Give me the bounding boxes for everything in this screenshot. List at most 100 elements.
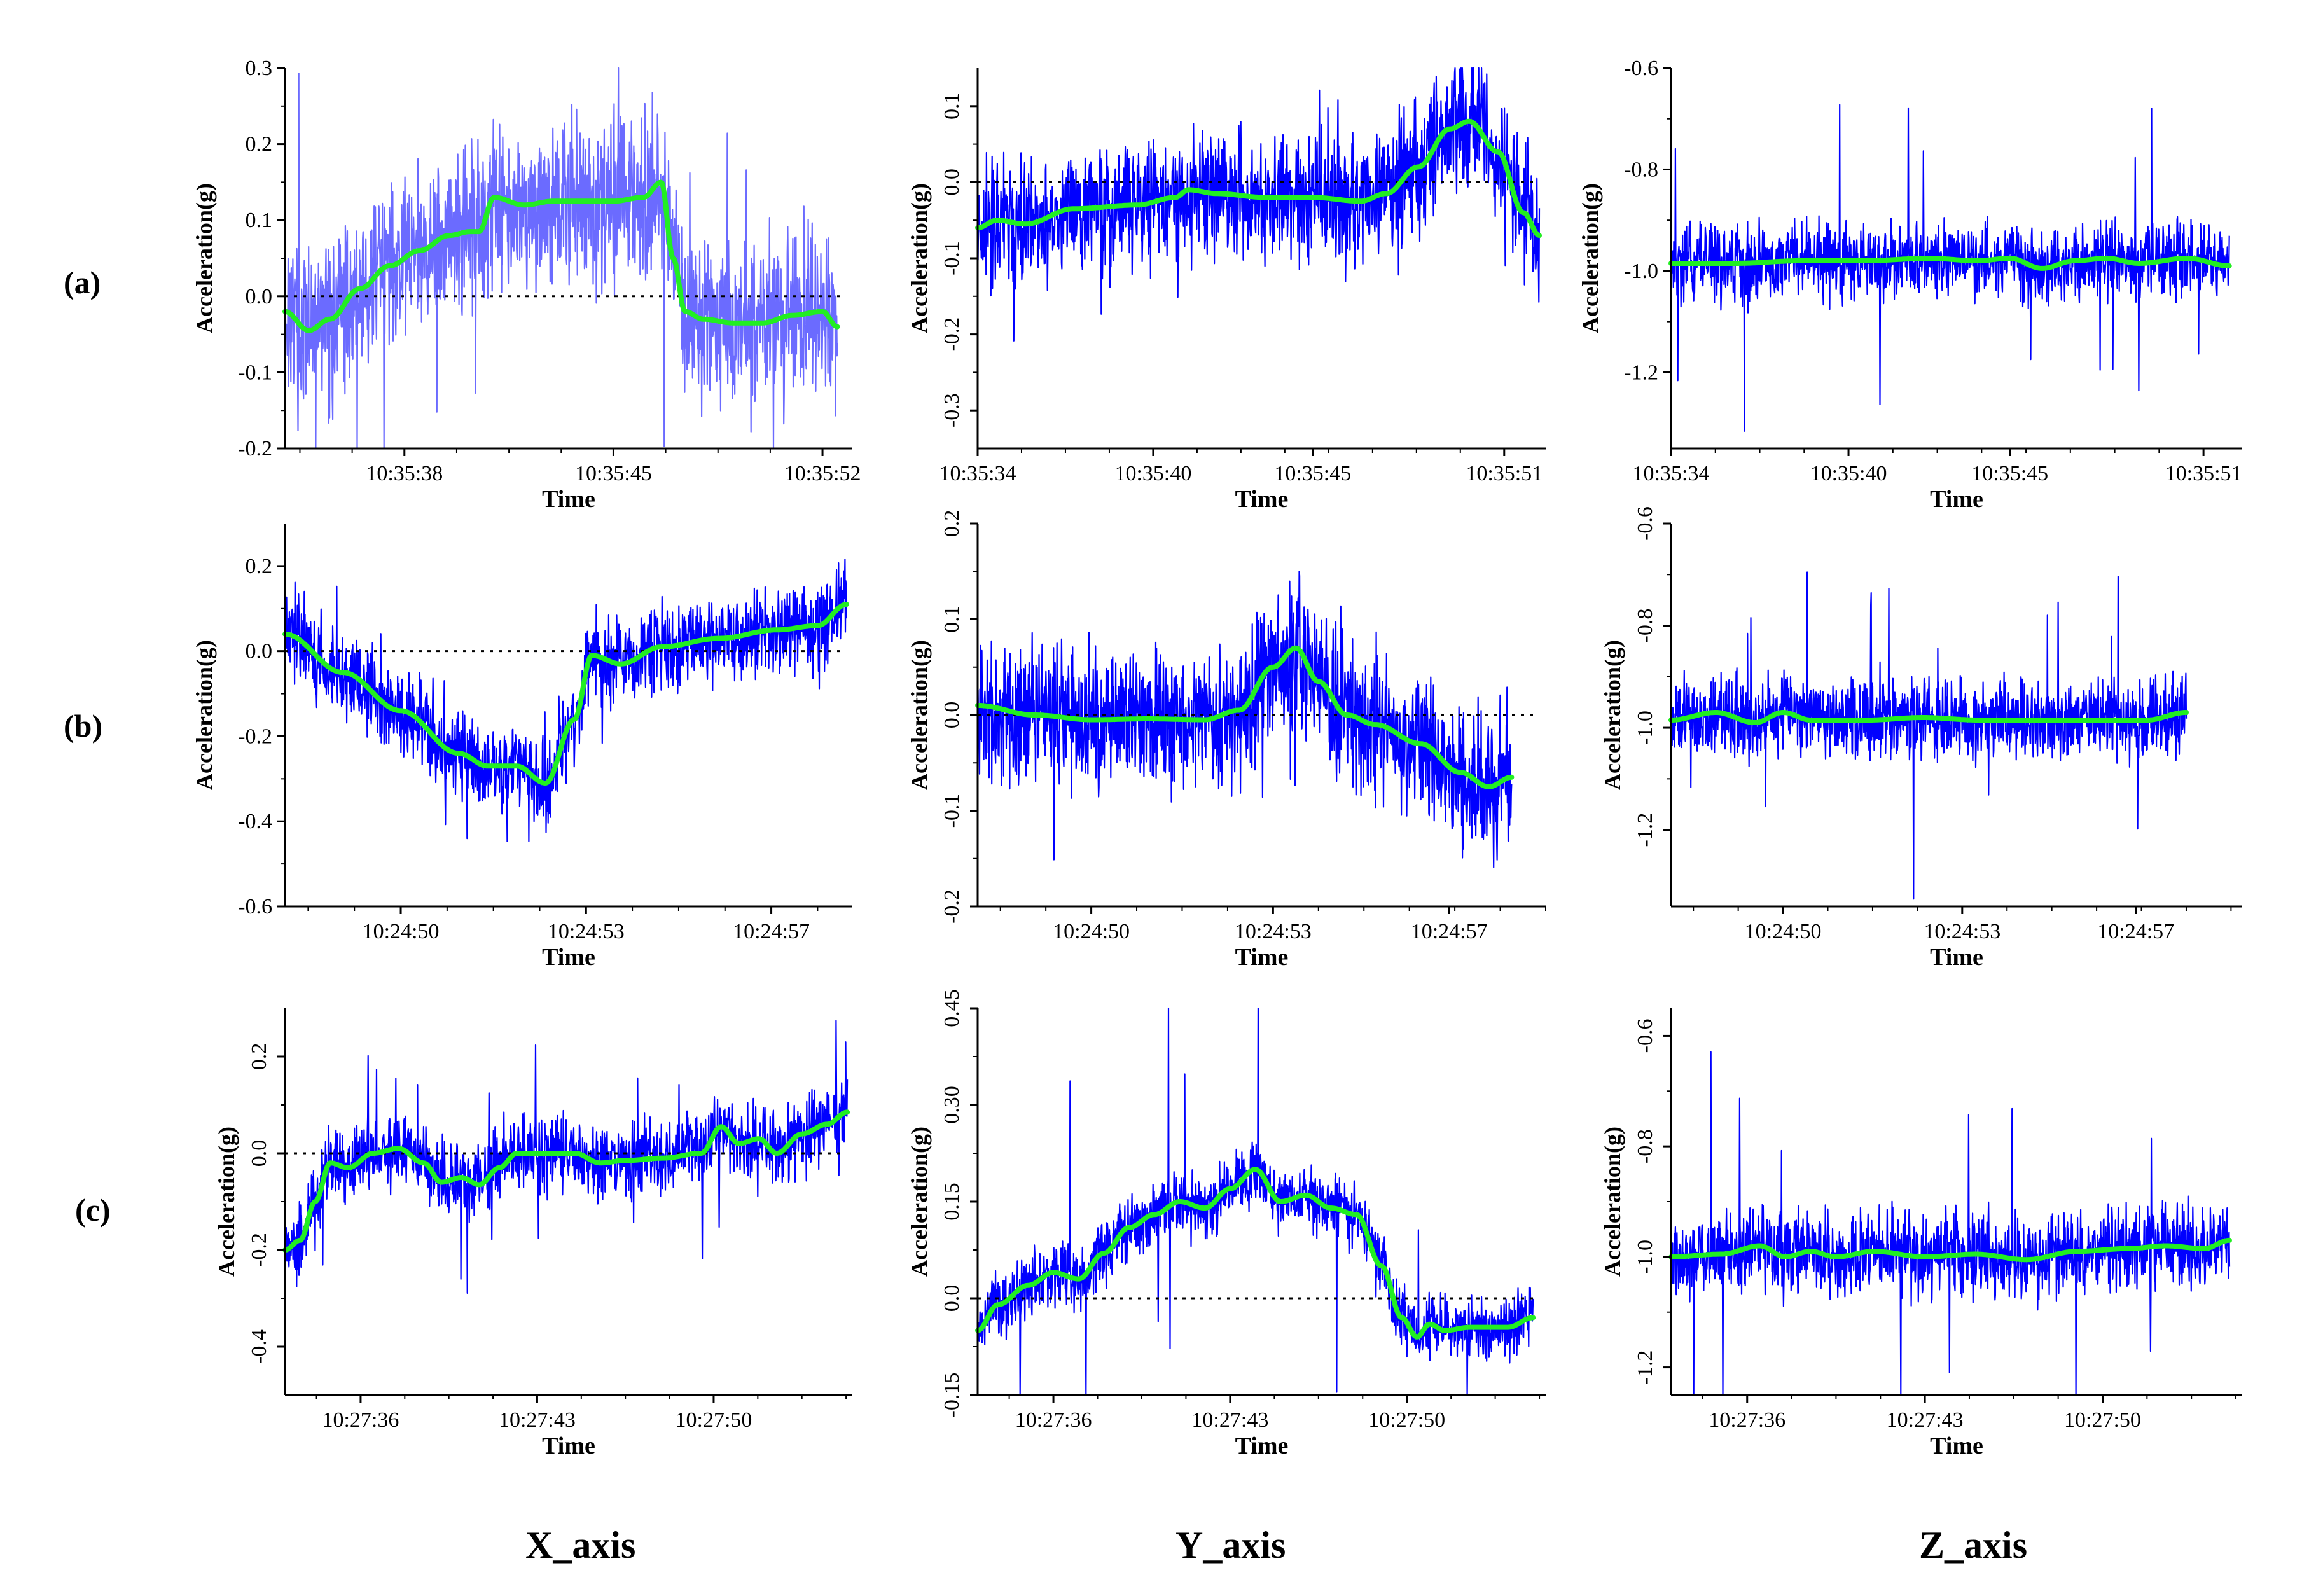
x-tick-label: 10:24:53 [548,920,625,943]
y-tick-label: -0.6 [1624,57,1658,80]
raw-signal-line [284,67,838,450]
x-axis-title: Time [542,486,595,513]
y-tick-label: -0.4 [247,1329,271,1364]
y-tick-label: 0.1 [940,606,964,633]
row-label-b: (b) [64,708,103,744]
y-tick-label: -0.15 [940,1373,964,1418]
x-tick-label: 10:24:53 [1924,920,2000,943]
x-tick-label: 10:27:50 [676,1408,752,1432]
x-axis-title: Time [542,1433,595,1459]
smoothed-trend-line [282,1109,850,1253]
panel-c-z-axis: -1.2 -1.0 -0.8 -0.6 10:27:36 10:27:43 10:27:50… [1600,1008,2242,1459]
x-axis-title: Time [1235,944,1289,971]
panel-b-z-axis: -1.2 -1.0 -0.8 -0.6 10:24:50 10:24:53 10:24:57… [1600,506,2242,971]
y-tick-label: 0.0 [246,640,273,663]
raw-signal-line [284,1020,849,1294]
x-axis-title: Time [1930,486,1983,513]
x-tick-label: 10:24:57 [733,920,810,943]
y-tick-label: 0.0 [940,702,964,729]
raw-signal-line [1670,1051,2231,1396]
y-axis-title: Acceleration(g) [214,1127,239,1277]
x-axis-title: Time [1235,486,1289,513]
y-tick-label: -0.1 [940,794,964,828]
raw-signal-line [284,559,847,842]
y-tick-label: -1.2 [1633,1350,1657,1385]
y-tick-label: 0.2 [246,133,273,156]
y-axis-title: Acceleration(g) [906,183,932,333]
y-axis-title: Acceleration(g) [1600,640,1625,790]
x-tick-label: 10:35:38 [366,462,443,485]
smoothed-trend-line [975,645,1515,789]
row-label-a: (a) [64,265,101,300]
y-tick-label: 0.45 [940,989,964,1027]
y-tick-label: -1.0 [1624,260,1658,283]
x-tick-label: 10:35:51 [2165,462,2242,485]
smoothed-trend-line [1668,256,2232,271]
raw-signal-line [976,571,1513,868]
raw-signal-line [1670,571,2188,900]
y-axis-title: Acceleration(g) [1577,183,1603,333]
x-tick-label: 10:27:36 [322,1408,399,1432]
y-tick-label: -1.2 [1633,813,1657,847]
y-axis-title: Acceleration(g) [1600,1127,1625,1277]
x-tick-label: 10:24:57 [1411,920,1488,943]
x-tick-label: 10:24:57 [2097,920,2174,943]
x-axis-title: Time [1930,944,1983,971]
y-tick-label: 0.2 [247,1043,271,1071]
column-label-x-axis: X_axis [525,1524,636,1566]
y-tick-label: -0.2 [247,1233,271,1267]
y-axis-title: Acceleration(g) [191,183,217,333]
x-tick-label: 10:27:43 [499,1408,576,1432]
x-axis-title: Time [1235,1433,1289,1459]
smoothed-trend-line [975,118,1542,239]
raw-signal-line [1670,104,2230,432]
y-tick-label: 0.1 [246,209,273,232]
y-tick-label: -0.8 [1624,158,1658,181]
x-tick-label: 10:35:40 [1810,462,1887,485]
panel-b-x-axis: -0.6 -0.4 -0.2 0.0 0.2 10:24:50 10:24:53 10:24:… [191,524,852,971]
x-tick-label: 10:27:43 [1887,1408,1964,1432]
panel-c-x-axis: -0.4 -0.2 0.0 0.2 10:27:36 10:27:43 10:27:50 Ti… [214,1008,852,1459]
column-label-y-axis: Y_axis [1175,1524,1286,1566]
x-tick-label: 10:35:34 [940,462,1016,485]
x-axis-title: Time [1930,1433,1983,1459]
y-tick-label: 0.0 [940,169,964,196]
y-tick-label: -1.2 [1624,361,1658,384]
x-axis-title: Time [542,944,595,971]
x-tick-label: 10:27:36 [1015,1408,1092,1432]
x-tick-label: 10:24:50 [363,920,440,943]
smoothed-trend-line [975,1167,1536,1340]
x-tick-label: 10:24:53 [1235,920,1312,943]
y-tick-label: -0.1 [238,361,272,384]
y-tick-label: -1.0 [1633,711,1657,745]
y-tick-label: 0.2 [940,510,964,538]
y-tick-label: -0.1 [940,241,964,275]
x-tick-label: 10:27:50 [2064,1408,2141,1432]
x-tick-label: 10:35:45 [575,462,652,485]
x-tick-label: 10:35:34 [1633,462,1710,485]
y-tick-label: 0.0 [940,1285,964,1312]
y-tick-label: 0.0 [246,285,273,309]
column-label-z-axis: Z_axis [1919,1524,2028,1566]
y-tick-label: -0.3 [940,393,964,427]
y-tick-label: -0.8 [1633,609,1657,643]
y-tick-label: -0.6 [1633,506,1657,541]
x-tick-label: 10:35:45 [1971,462,2048,485]
y-tick-label: -0.2 [238,725,272,748]
x-tick-label: 10:24:50 [1053,920,1130,943]
smoothed-trend-line [1668,710,2189,725]
smoothed-trend-line [282,602,849,786]
smoothed-trend-line [282,179,840,333]
x-tick-label: 10:35:45 [1274,462,1351,485]
y-tick-label: -0.8 [1633,1129,1657,1163]
x-tick-label: 10:27:43 [1191,1408,1268,1432]
y-tick-label: 0.1 [940,93,964,120]
y-axis-title: Acceleration(g) [906,1127,932,1277]
x-tick-label: 10:24:50 [1745,920,1822,943]
y-axis-title: Acceleration(g) [191,640,217,790]
x-tick-label: 10:27:36 [1709,1408,1785,1432]
panel-a-y-axis: -0.3 -0.2 -0.1 0.0 0.1 10:35:34 10:35:40 10:35:… [906,67,1546,513]
panel-c-y-axis: -0.15 0.0 0.15 0.30 0.45 10:27:36 10:27:43 10:2… [906,989,1546,1459]
y-tick-label: -0.6 [238,895,272,919]
